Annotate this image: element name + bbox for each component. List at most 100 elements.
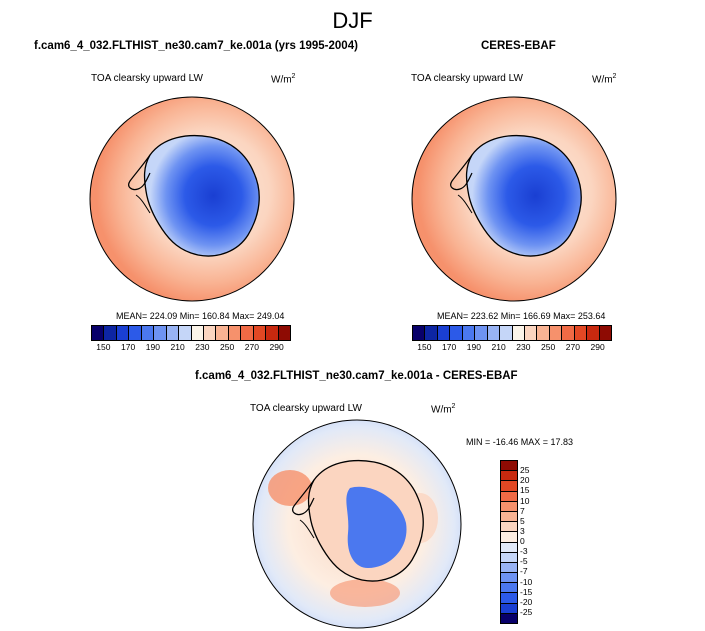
colorbar-tick-label: -5 (520, 556, 528, 567)
colorbar-swatch (501, 562, 517, 574)
colorbar-tick-label: -7 (520, 566, 528, 577)
obs-stats: MEAN= 223.62 Min= 166.69 Max= 253.64 (437, 311, 606, 321)
colorbar-tick-label: 3 (520, 525, 525, 536)
colorbar-swatch (462, 326, 476, 340)
colorbar-tick-label: 210 (491, 342, 506, 352)
colorbar-tick-label: -15 (520, 586, 533, 597)
colorbar-swatch (501, 532, 517, 543)
colorbar-tick-label: 15 (520, 485, 530, 496)
model-stats: MEAN= 224.09 Min= 160.84 Max= 249.04 (116, 311, 285, 321)
obs-units-label: W/m2 (592, 73, 617, 86)
colorbar-tick-label: 250 (541, 342, 556, 352)
colorbar-swatch (203, 326, 217, 340)
colorbar-swatch (501, 481, 517, 492)
colorbar-swatch (278, 326, 290, 340)
colorbar-tick-label: 25 (520, 465, 530, 476)
colorbar-tick-label: 170 (442, 342, 457, 352)
colorbar-tick-label: 0 (520, 536, 525, 546)
colorbar-swatch (154, 326, 167, 340)
model-variable-label: TOA clearsky upward LW (91, 73, 203, 84)
colorbar-tick-label: 190 (466, 342, 481, 352)
diff-polar-map (252, 419, 462, 629)
colorbar-swatch (129, 326, 142, 340)
colorbar-tick-label: -3 (520, 546, 528, 557)
colorbar-swatch (228, 326, 242, 340)
colorbar-swatch (574, 326, 588, 340)
colorbar-tick-label: 270 (565, 342, 580, 352)
colorbar-swatch (512, 326, 525, 340)
colorbar-swatch (500, 326, 513, 340)
colorbar-swatch (501, 511, 517, 523)
obs-variable-label: TOA clearsky upward LW (411, 73, 523, 84)
colorbar-swatch (501, 461, 517, 472)
colorbar-swatch (501, 613, 517, 623)
model-units-label: W/m2 (271, 73, 296, 86)
colorbar-swatch (501, 471, 517, 482)
model-colorbar (91, 325, 291, 341)
colorbar-swatch (487, 326, 501, 340)
colorbar-swatch (537, 326, 550, 340)
colorbar-swatch (501, 593, 517, 604)
model-panel-title: f.cam6_4_032.FLTHIST_ne30.cam7_ke.001a (… (34, 40, 358, 52)
colorbar-swatch (501, 583, 517, 594)
season-title: DJF (332, 8, 373, 33)
model-polar-map (89, 96, 295, 302)
colorbar-tick-label: 5 (520, 515, 525, 526)
obs-polar-map (411, 96, 617, 302)
diff-colorbar-ticks: 25 20 15 10 7 5 3 0 -3 -5 -7 -10 -15 -20 -25 (520, 460, 560, 622)
colorbar-tick-label: 10 (520, 495, 530, 506)
colorbar-tick-label: 150 (96, 342, 111, 352)
colorbar-swatch (549, 326, 563, 340)
colorbar-swatch (501, 552, 517, 563)
colorbar-swatch (524, 326, 538, 340)
colorbar-swatch (501, 542, 517, 553)
obs-colorbar-ticks: 150 170 190 210 230 250 270 290 (412, 342, 610, 354)
colorbar-swatch (104, 326, 117, 340)
colorbar-swatch (599, 326, 611, 340)
colorbar-swatch (501, 522, 517, 533)
colorbar-tick-label: 290 (269, 342, 284, 352)
colorbar-swatch (437, 326, 451, 340)
colorbar-tick-label: 7 (520, 505, 525, 516)
colorbar-tick-label: -10 (520, 576, 533, 587)
colorbar-tick-label: 150 (417, 342, 432, 352)
colorbar-swatch (562, 326, 575, 340)
colorbar-swatch (425, 326, 438, 340)
model-colorbar-ticks: 150 170 190 210 230 250 270 290 (91, 342, 289, 354)
colorbar-tick-label: 170 (121, 342, 136, 352)
obs-colorbar (412, 325, 612, 341)
colorbar-tick-label: 230 (516, 342, 531, 352)
colorbar-tick-label: 20 (520, 475, 530, 486)
colorbar-swatch (253, 326, 267, 340)
colorbar-swatch (266, 326, 279, 340)
colorbar-tick-label: 250 (220, 342, 235, 352)
colorbar-swatch (501, 501, 517, 512)
colorbar-swatch (450, 326, 463, 340)
colorbar-swatch (216, 326, 229, 340)
diff-panel-title: f.cam6_4_032.FLTHIST_ne30.cam7_ke.001a -… (195, 370, 518, 382)
colorbar-swatch (116, 326, 130, 340)
colorbar-tick-label: -25 (520, 606, 533, 617)
colorbar-swatch (141, 326, 155, 340)
diff-stats: MIN = -16.46 MAX = 17.83 (466, 437, 574, 447)
colorbar-swatch (191, 326, 204, 340)
colorbar-swatch (501, 603, 517, 614)
diff-units-label: W/m2 (431, 403, 456, 416)
colorbar-swatch (587, 326, 600, 340)
colorbar-tick-label: 210 (170, 342, 185, 352)
colorbar-swatch (92, 326, 105, 340)
colorbar-tick-label: 190 (145, 342, 160, 352)
diff-variable-label: TOA clearsky upward LW (250, 403, 362, 414)
colorbar-swatch (179, 326, 192, 340)
diff-colorbar (500, 460, 518, 624)
colorbar-swatch (166, 326, 180, 340)
colorbar-swatch (413, 326, 426, 340)
colorbar-tick-label: 230 (195, 342, 210, 352)
colorbar-tick-label: -20 (520, 596, 533, 607)
colorbar-swatch (501, 573, 517, 584)
obs-panel-title: CERES-EBAF (481, 40, 556, 52)
colorbar-swatch (475, 326, 488, 340)
colorbar-tick-label: 290 (590, 342, 605, 352)
colorbar-swatch (501, 491, 517, 502)
colorbar-swatch (241, 326, 254, 340)
